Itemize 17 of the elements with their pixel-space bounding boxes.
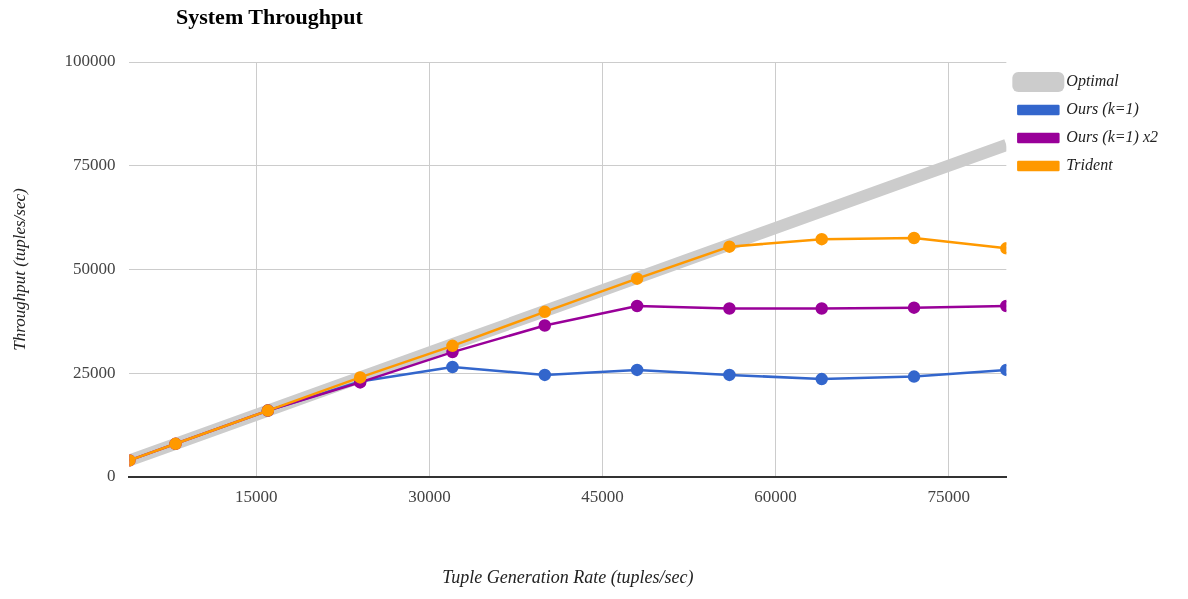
legend-label: Optimal (1066, 72, 1120, 91)
x-tick-label: 45000 (581, 486, 624, 506)
y-tick-label: 0 (106, 466, 116, 486)
y-tick-label: 25000 (72, 362, 116, 382)
chart-title: System Throughput (176, 4, 363, 30)
x-tick-label: 75000 (927, 486, 970, 506)
y-tick-label: 50000 (72, 258, 116, 278)
legend-label: Ours (k=1) (1066, 100, 1139, 119)
y-axis-title: Throughput (tuples/sec) (9, 188, 29, 351)
x-axis-title: Tuple Generation Rate (tuples/sec) (442, 566, 694, 588)
legend-label: Trident (1066, 156, 1114, 174)
x-tick-label: 60000 (754, 486, 797, 506)
y-tick-label: 75000 (72, 155, 116, 175)
x-tick-label: 30000 (408, 486, 451, 506)
x-tick-label: 15000 (235, 486, 278, 506)
y-tick-label: 100000 (64, 51, 116, 71)
legend-label: Ours (k=1) x2 (1066, 128, 1159, 147)
